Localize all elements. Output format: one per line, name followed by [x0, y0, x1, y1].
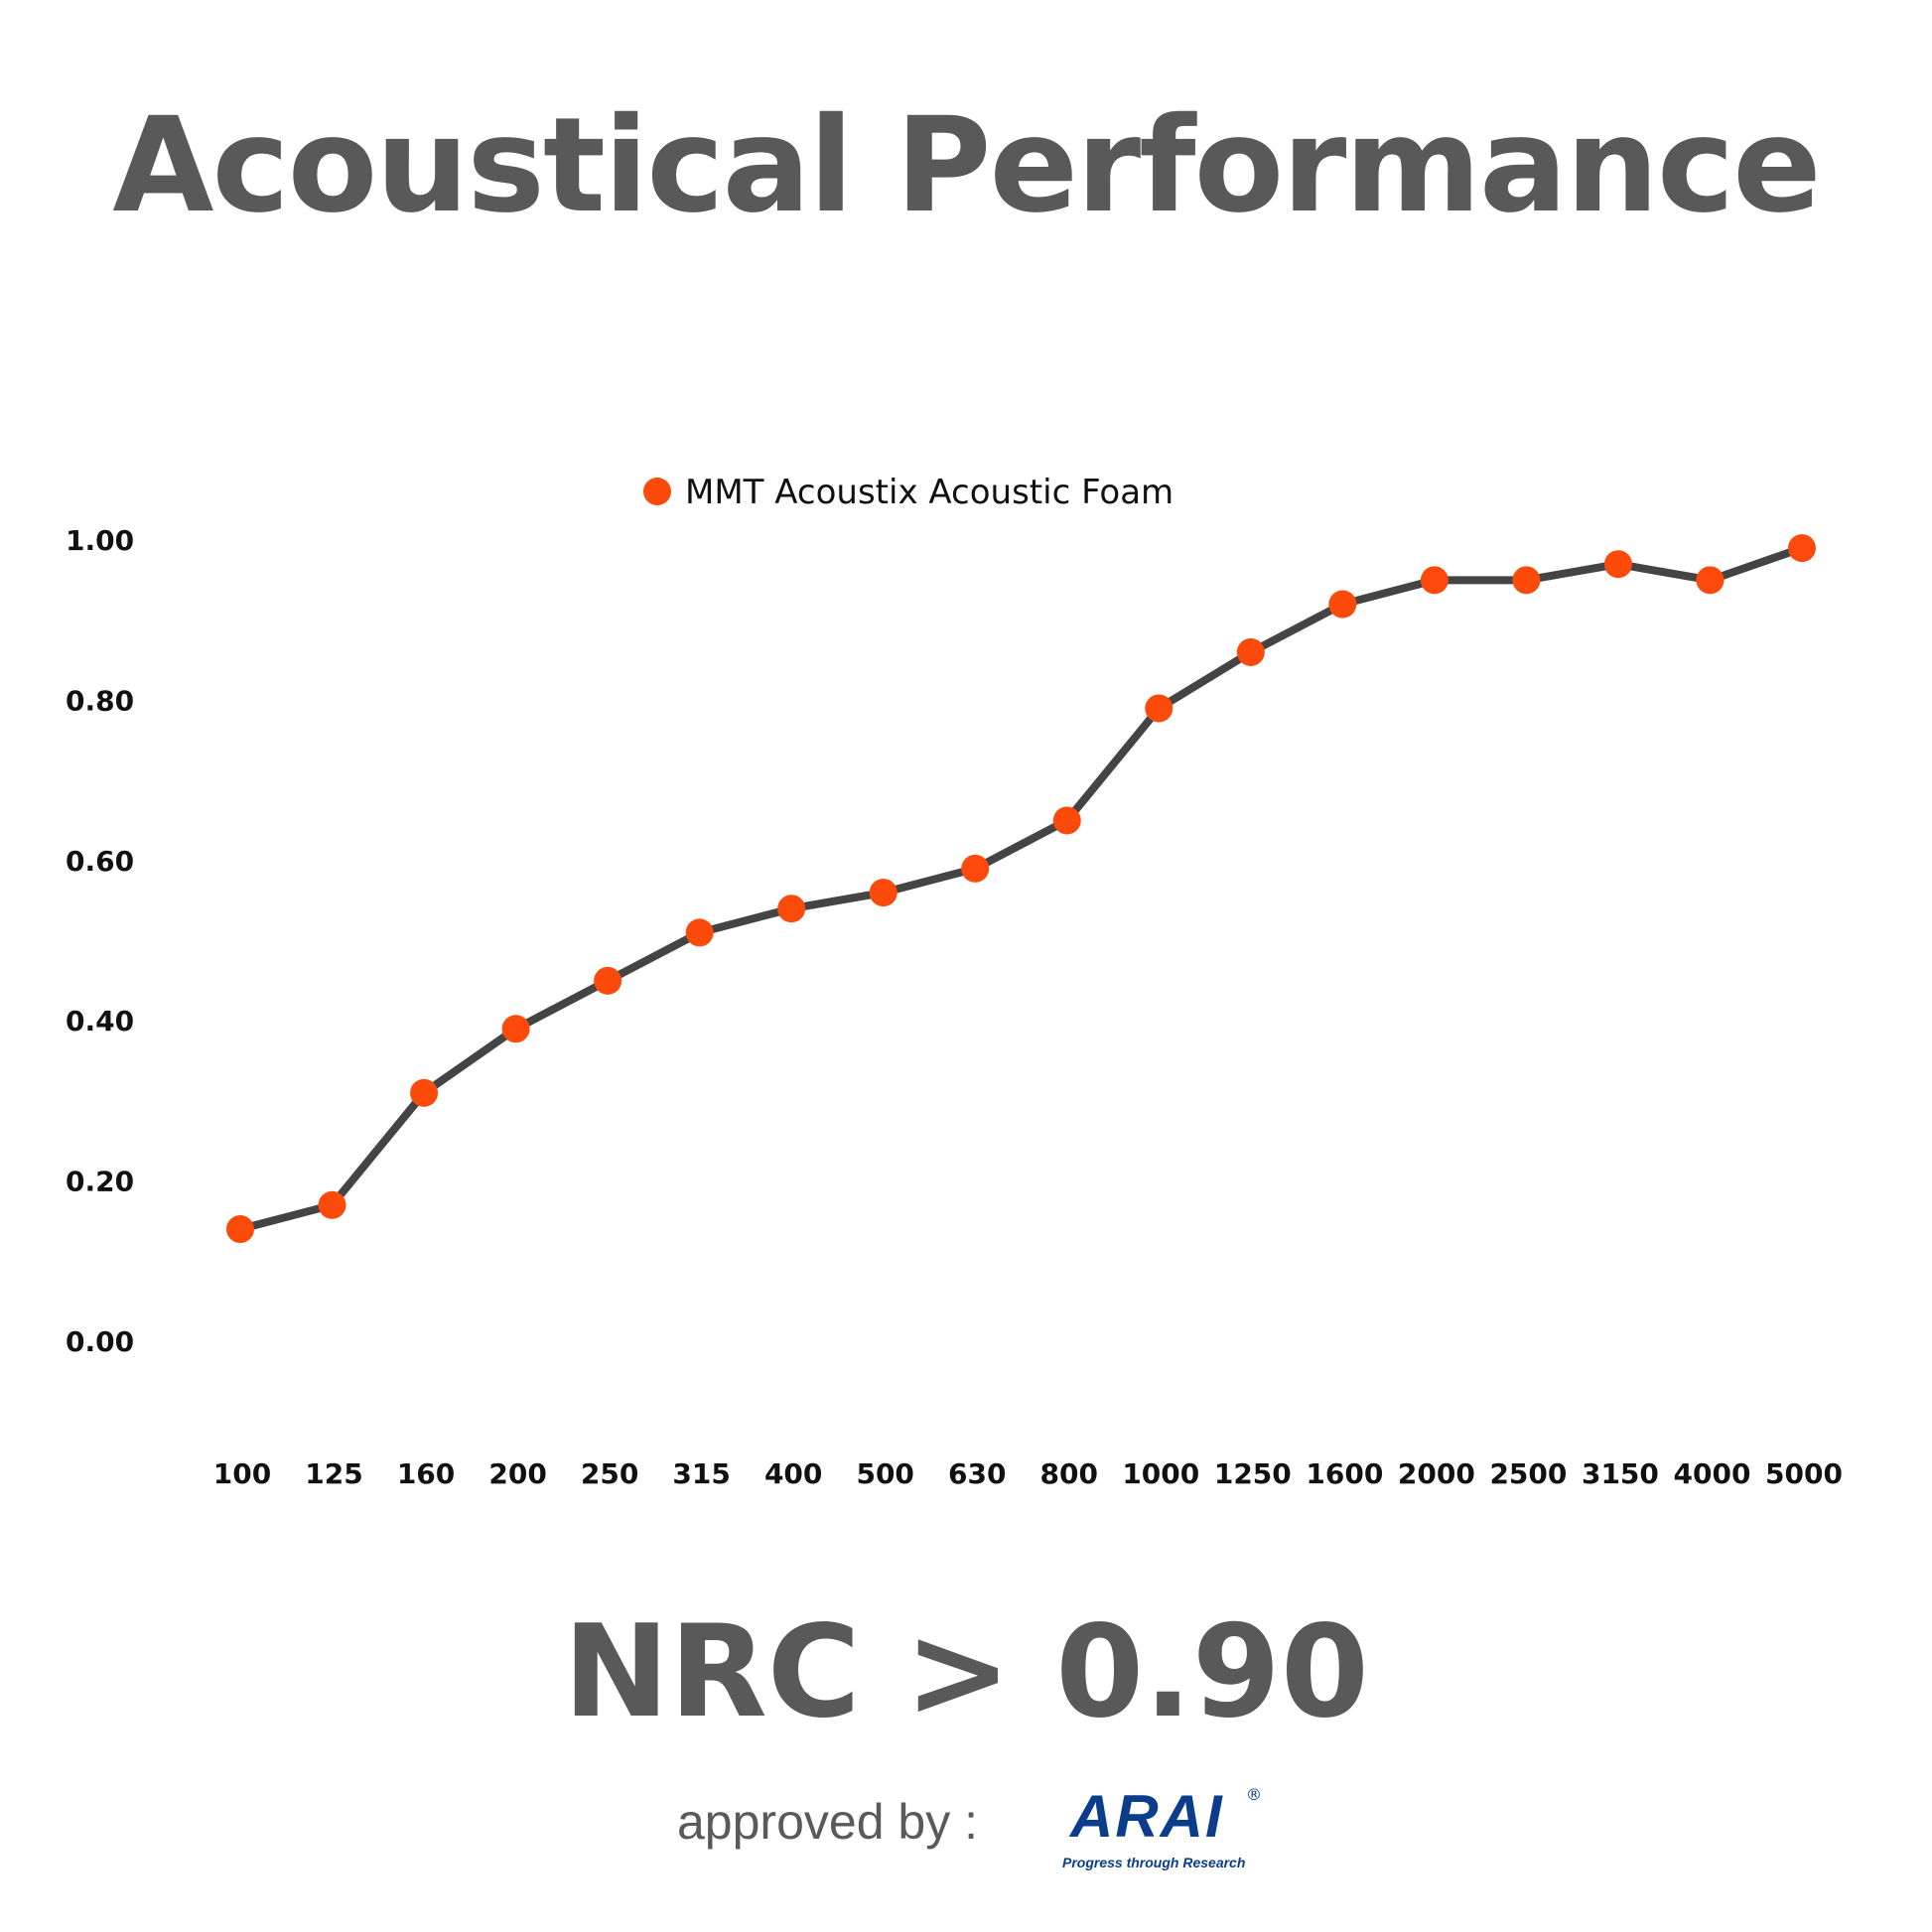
x-tick-label: 630	[948, 1457, 1006, 1490]
y-tick-label: 0.20	[66, 1166, 134, 1198]
x-tick-label: 400	[764, 1457, 822, 1490]
x-tick-label: 315	[672, 1457, 730, 1490]
x-tick-label: 125	[305, 1457, 362, 1490]
x-tick-label: 160	[397, 1457, 455, 1490]
data-point	[1052, 806, 1081, 835]
x-tick-label: 100	[213, 1457, 271, 1490]
data-point	[1603, 550, 1632, 579]
x-tick-label: 250	[581, 1457, 638, 1490]
x-tick-label: 5000	[1765, 1457, 1843, 1490]
logo-word: ARAI	[1070, 1783, 1224, 1850]
legend-label: MMT Acoustix Acoustic Foam	[685, 473, 1173, 512]
data-point	[1420, 566, 1449, 595]
data-point	[226, 1215, 254, 1244]
legend-marker	[643, 478, 671, 505]
x-tick-label: 4000	[1674, 1457, 1751, 1490]
x-tick-label: 2500	[1489, 1457, 1567, 1490]
data-point	[594, 966, 622, 995]
data-point	[501, 1015, 530, 1043]
data-point	[1696, 566, 1725, 595]
y-tick-label: 0.80	[66, 684, 134, 717]
data-point	[1788, 534, 1816, 563]
data-point	[869, 879, 897, 907]
approved-by-label: approved by :	[677, 1794, 978, 1850]
x-tick-label: 3150	[1582, 1457, 1659, 1490]
arai-logo: ARAI ® Progress through Research	[1062, 1787, 1301, 1881]
nrc-rating: NRC > 0.90	[563, 1598, 1369, 1746]
data-point	[410, 1078, 439, 1107]
data-point	[1512, 566, 1541, 595]
data-point	[777, 895, 806, 923]
data-point	[1236, 637, 1265, 666]
y-tick-label: 0.40	[66, 1005, 134, 1037]
page-title: Acoustical Performance	[112, 89, 1821, 242]
logo-tagline: Progress through Research	[1062, 1855, 1246, 1870]
x-tick-label: 800	[1040, 1457, 1098, 1490]
y-tick-label: 0.00	[66, 1325, 134, 1358]
data-point	[961, 854, 990, 883]
data-point	[685, 918, 714, 947]
data-point	[318, 1190, 346, 1219]
x-tick-label: 500	[856, 1457, 913, 1490]
data-point	[1145, 694, 1173, 723]
x-tick-label: 1600	[1306, 1457, 1383, 1490]
x-tick-label: 200	[488, 1457, 546, 1490]
y-tick-label: 0.60	[66, 845, 134, 878]
y-tick-label: 1.00	[66, 524, 134, 557]
data-point	[1328, 590, 1357, 619]
registered-mark: ®	[1246, 1785, 1262, 1804]
x-tick-label: 2000	[1398, 1457, 1475, 1490]
series-line	[238, 544, 1804, 1233]
x-tick-label: 1250	[1214, 1457, 1292, 1490]
x-tick-label: 1000	[1122, 1457, 1199, 1490]
